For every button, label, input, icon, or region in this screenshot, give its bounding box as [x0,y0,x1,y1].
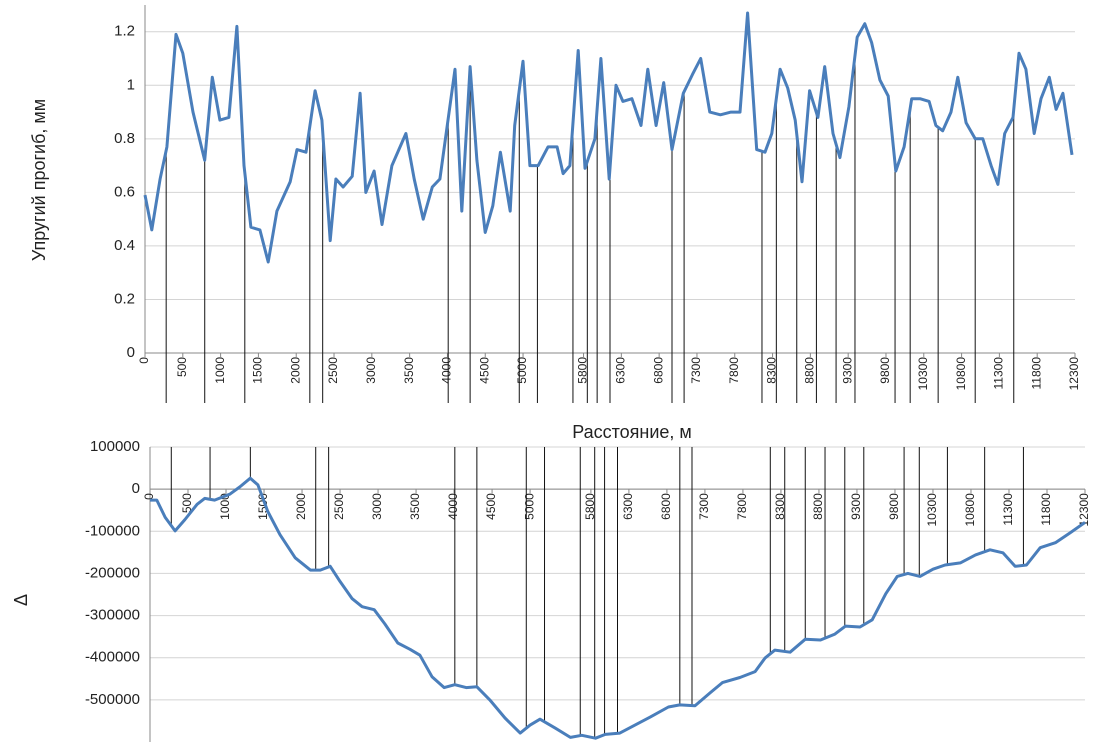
x-tick-label: 1000 [213,357,227,384]
x-tick-label: 5800 [583,493,597,520]
x-tick-label: 5000 [522,493,536,520]
y-tick-label: 0 [132,480,140,497]
x-tick-label: 2000 [294,493,308,520]
x-tick-label: 7300 [697,493,711,520]
x-tick-label: 10800 [963,493,977,527]
x-tick-label: 11300 [1001,493,1015,526]
data-line [150,476,1086,740]
x-tick-label: 4500 [477,357,491,384]
x-tick-label: 2500 [332,493,346,520]
data-line [143,11,1074,264]
y-tick-label: 0.4 [114,237,135,254]
y-axis-label: Упругий прогиб, мм [29,99,49,261]
x-tick-label: 11300 [992,357,1006,390]
x-tick-label: 3500 [402,357,416,384]
x-tick-label: 6300 [621,493,635,520]
y-tick-label: -500000 [85,691,140,708]
x-tick-label: 9300 [840,357,854,384]
x-tick-label: 3000 [370,493,384,520]
x-tick-label: 1500 [251,357,265,384]
y-tick-label: 0.8 [114,130,135,147]
x-tick-label: 8300 [773,493,787,520]
x-tick-label: 500 [180,493,194,513]
x-tick-label: 10300 [916,357,930,391]
x-tick-label: 9800 [878,357,892,384]
y-tick-label: -400000 [85,649,140,666]
x-tick-label: 4000 [446,493,460,520]
x-tick-label: 4500 [484,493,498,520]
x-tick-label: 8800 [803,357,817,384]
y-axis-label: Δ [11,594,31,606]
x-tick-label: 7800 [735,493,749,520]
x-tick-label: 2000 [288,357,302,384]
y-tick-label: -200000 [85,564,140,581]
y-tick-label: 0.6 [114,183,135,200]
x-axis-label: Расстояние, м [572,422,692,442]
x-tick-label: 9300 [849,493,863,520]
y-tick-label: 0 [127,344,135,361]
x-tick-label: 8800 [811,493,825,520]
x-tick-label: 11800 [1039,493,1053,526]
x-tick-label: 10800 [954,357,968,391]
y-tick-label: -300000 [85,607,140,624]
y-tick-label: 1.2 [114,23,135,40]
x-tick-label: 0 [137,357,151,364]
y-tick-label: 0.2 [114,290,135,307]
x-tick-label: 4000 [440,357,454,384]
x-tick-label: 1000 [218,493,232,520]
x-tick-label: 8300 [765,357,779,384]
x-tick-label: 10300 [925,493,939,527]
x-tick-label: 7300 [689,357,703,384]
x-tick-label: 0 [142,493,156,500]
x-tick-label: 6800 [651,357,665,384]
x-tick-label: 11800 [1029,357,1043,390]
y-tick-label: -100000 [85,522,140,539]
x-tick-label: 6300 [614,357,628,384]
x-tick-label: 12300 [1077,493,1091,527]
x-tick-label: 3000 [364,357,378,384]
x-tick-label: 7800 [727,357,741,384]
x-tick-label: 9800 [887,493,901,520]
x-tick-label: 500 [175,357,189,377]
x-tick-label: 3500 [408,493,422,520]
y-tick-label: 100000 [90,438,140,455]
x-tick-label: 2500 [326,357,340,384]
x-tick-label: 6800 [659,493,673,520]
y-tick-label: 1 [127,76,135,93]
x-tick-label: 5000 [515,357,529,384]
x-tick-label: 5800 [576,357,590,384]
x-tick-label: 1500 [256,493,270,520]
x-tick-label: 12300 [1067,357,1081,391]
